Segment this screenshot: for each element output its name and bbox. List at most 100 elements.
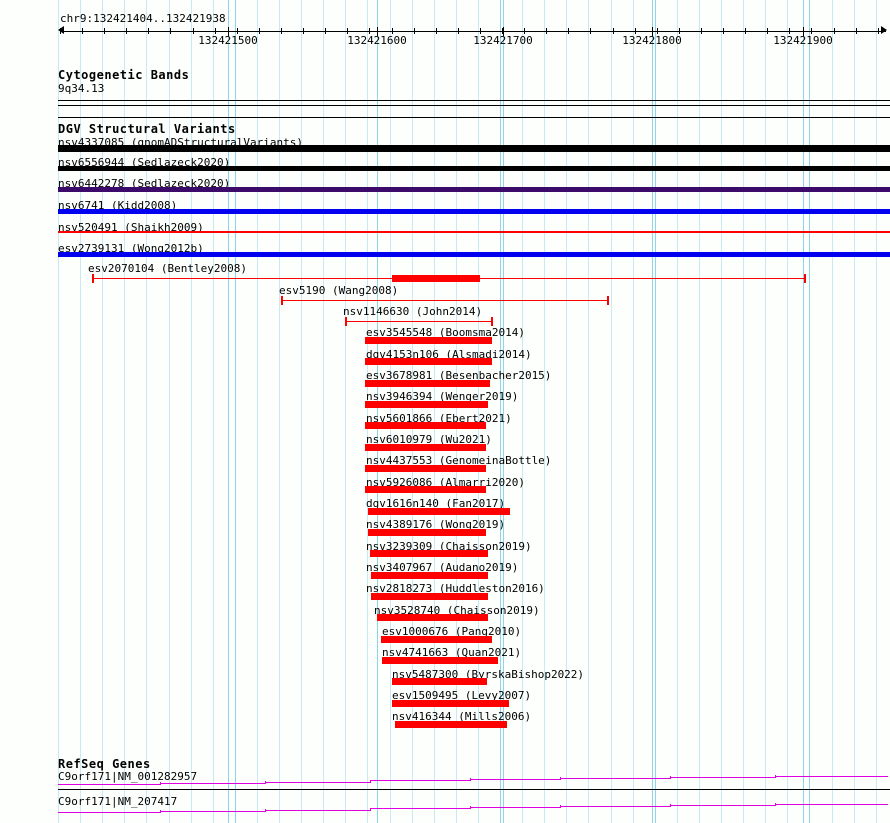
dgv-track-block[interactable] [365, 358, 492, 365]
dgv-track-block[interactable] [382, 657, 498, 664]
cytogenetic-bands-title: Cytogenetic Bands [58, 68, 190, 82]
cytogenetic-band-value: 9q34.13 [58, 82, 105, 95]
refseq-gene-segment[interactable] [370, 808, 470, 809]
refseq-gene-segment[interactable] [775, 776, 888, 777]
ruler-tick [767, 28, 768, 34]
grid-line [832, 0, 833, 823]
dgv-track-bar[interactable] [58, 166, 890, 171]
dgv-track-line[interactable] [345, 321, 493, 322]
ruler-tick [325, 28, 326, 34]
dgv-track-line[interactable] [281, 300, 609, 301]
refseq-gene-segment[interactable] [560, 778, 670, 779]
refseq-gene-segment[interactable] [58, 784, 160, 785]
dgv-track-label: esv5190 (Wang2008) [279, 284, 399, 297]
ruler-tick [215, 28, 216, 34]
dgv-track-block[interactable] [395, 721, 507, 728]
dgv-track-label: nsv2818273 (Huddleston2016) [366, 582, 545, 595]
refseq-gene-segment[interactable] [670, 777, 775, 778]
ruler-tick [237, 28, 238, 34]
dgv-track-label: nsv4389176 (Wong2019) [366, 518, 506, 531]
refseq-gene-segment[interactable] [470, 779, 560, 780]
refseq-gene-label: C9orf171|NM_207417 [58, 795, 178, 808]
dgv-track-bar[interactable] [58, 145, 890, 152]
dgv-track-bar[interactable] [58, 187, 890, 192]
dgv-track-block[interactable] [365, 465, 486, 472]
ruler-tick [745, 28, 746, 34]
ruler-left-arrow-icon [58, 26, 64, 34]
dgv-track-block[interactable] [368, 529, 486, 536]
grid-line [721, 0, 722, 823]
ruler-tick [281, 28, 282, 34]
coordinate-label: chr9:132421404..132421938 [60, 12, 226, 25]
dgv-track-label: nsv5601866 (Ebert2021) [366, 412, 512, 425]
ruler-tick [148, 28, 149, 34]
dgv-track-bar[interactable] [58, 252, 890, 257]
refseq-gene-segment[interactable] [160, 811, 265, 812]
grid-line [588, 0, 589, 823]
refseq-gene-segment[interactable] [470, 807, 560, 808]
ruler-tick [524, 28, 525, 34]
dgv-track-block[interactable] [377, 614, 488, 621]
dgv-track-block[interactable] [381, 636, 492, 643]
dgv-track-label: dgv1616n140 (Fan2017) [366, 497, 506, 510]
dgv-track-block[interactable] [371, 593, 488, 600]
ruler-tick [170, 28, 171, 34]
dgv-track-block[interactable] [370, 550, 488, 557]
ruler-tick [657, 28, 658, 34]
grid-line [854, 0, 855, 823]
dgv-track-block[interactable] [365, 380, 490, 387]
ruler-tick-label: 132421600 [347, 34, 407, 47]
dgv-track-label: nsv416344 (Mills2006) [392, 710, 532, 723]
dgv-track-block[interactable] [365, 337, 492, 344]
ruler-tick [811, 28, 812, 34]
grid-line [566, 0, 567, 823]
divider-top-2 [58, 105, 890, 106]
dgv-track-block[interactable] [365, 486, 486, 493]
refseq-gene-segment[interactable] [560, 806, 670, 807]
refseq-gene-segment[interactable] [265, 810, 370, 811]
ruler-tick [613, 28, 614, 34]
dgv-track-block[interactable] [392, 678, 487, 685]
refseq-gene-step [370, 808, 371, 811]
dgv-track-block[interactable] [392, 700, 509, 707]
refseq-gene-segment[interactable] [775, 804, 888, 805]
refseq-gene-segment[interactable] [58, 812, 160, 813]
dgv-track-label: esv1000676 (Pang2010) [382, 625, 522, 638]
dgv-track-label: nsv520491 (Shaikh2009) [58, 221, 204, 234]
ruler-tick [568, 28, 569, 34]
dgv-track-label: nsv6442278 (Sedlazeck2020) [58, 177, 231, 190]
gene-divider [58, 789, 890, 790]
refseq-genes-title: RefSeq Genes [58, 757, 151, 771]
ruler-tick [502, 28, 503, 34]
grid-line [301, 0, 302, 823]
refseq-gene-segment[interactable] [670, 805, 775, 806]
grid-line [279, 0, 280, 823]
grid-line [655, 0, 656, 823]
dgv-track-bar[interactable] [58, 231, 890, 233]
dgv-track-bar[interactable] [58, 209, 890, 214]
dgv-track-block[interactable] [392, 275, 480, 282]
ruler-tick [701, 28, 702, 34]
dgv-track-endpoint [804, 274, 806, 283]
dgv-track-block[interactable] [368, 508, 510, 515]
dgv-track-label: nsv3407967 (Audano2019) [366, 561, 519, 574]
refseq-gene-segment[interactable] [265, 782, 370, 783]
grid-line-major [652, 0, 653, 823]
grid-line [743, 0, 744, 823]
dgv-track-block[interactable] [365, 422, 486, 429]
ruler-tick [104, 28, 105, 34]
refseq-gene-segment[interactable] [370, 780, 470, 781]
divider-top [58, 100, 890, 101]
dgv-track-label: nsv6556944 (Sedlazeck2020) [58, 156, 231, 169]
dgv-track-block[interactable] [365, 401, 488, 408]
refseq-gene-segment[interactable] [160, 783, 265, 784]
dgv-track-block[interactable] [371, 572, 488, 579]
dgv-track-label: esv2739131 (Wong2012b) [58, 242, 204, 255]
grid-line [699, 0, 700, 823]
ruler-axis [60, 31, 886, 32]
grid-line [677, 0, 678, 823]
ruler-tick [856, 28, 857, 34]
dgv-track-block[interactable] [365, 444, 486, 451]
dgv-track-label: nsv5926086 (Almarri2020) [366, 476, 525, 489]
